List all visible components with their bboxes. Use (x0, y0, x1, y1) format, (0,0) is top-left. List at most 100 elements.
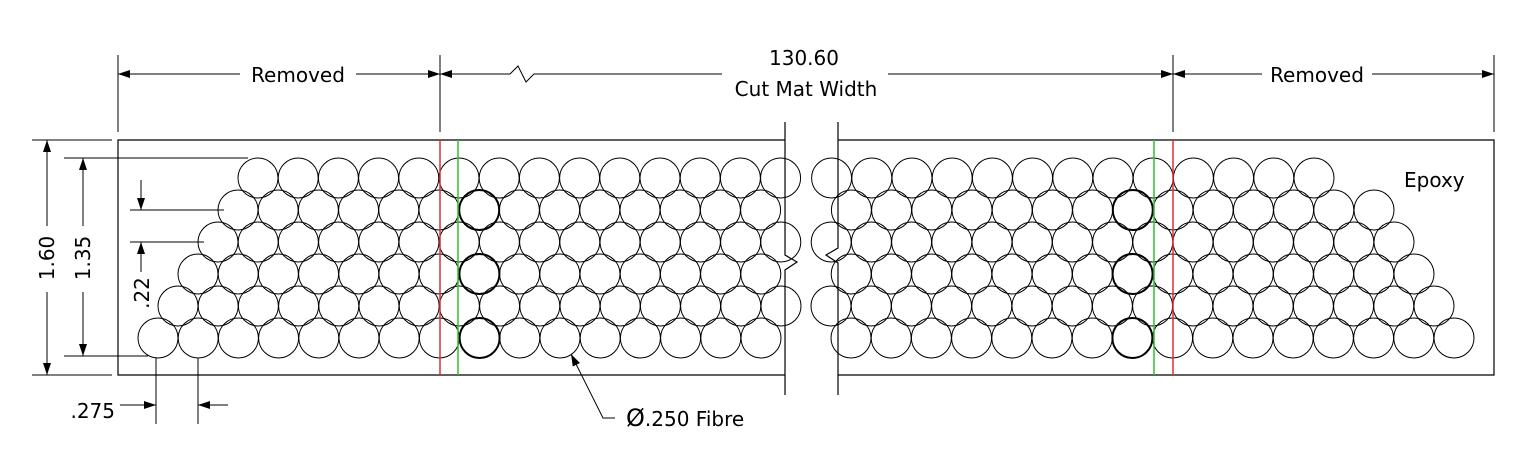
fibre-circle (178, 254, 218, 294)
fibre-circle (1112, 318, 1152, 358)
fibre-circle (831, 254, 871, 294)
removed-right-label: Removed (1270, 63, 1364, 87)
fibre-circle (259, 318, 299, 358)
fibre-group-right (811, 158, 1474, 358)
fibre-circle (761, 158, 801, 198)
fibre-circle (238, 222, 278, 262)
height-outer-label: 1.60 (35, 236, 59, 281)
fibre-circle (1233, 318, 1273, 358)
fibre-circle (741, 318, 781, 358)
fibre-circle (741, 254, 781, 294)
fibre-circle (1414, 286, 1454, 326)
row-pitch-label: .22 (130, 277, 154, 309)
fibre-circle (560, 158, 600, 198)
epoxy-panel-left-outline (118, 140, 785, 375)
fibre-circle (1052, 286, 1092, 326)
break-line-left (785, 122, 797, 395)
fibre-circle (831, 318, 871, 358)
fibre-circle (238, 158, 278, 198)
fibre-circle (439, 286, 479, 326)
fibre-circle (479, 222, 519, 262)
diameter-symbol: Ø (626, 404, 645, 432)
fibre-circle (600, 222, 640, 262)
fibre-circle (952, 254, 992, 294)
fibre-circle (339, 190, 379, 230)
fibre-callout-text: .250 Fibre (645, 407, 744, 431)
fibre-circle (912, 190, 952, 230)
fibre-circle (1072, 254, 1112, 294)
fibre-circle (680, 158, 720, 198)
fibre-circle (1314, 190, 1354, 230)
fibre-circle (1334, 222, 1374, 262)
fibre-circle (359, 158, 399, 198)
fibre-circle (720, 158, 760, 198)
fibre-circle (540, 254, 580, 294)
fibre-circle (640, 158, 680, 198)
fibre-circle (620, 254, 660, 294)
fibre-circle (1133, 286, 1173, 326)
fibre-circle (218, 318, 258, 358)
overall-width-value: 130.60 (769, 46, 839, 70)
fibre-circle (1093, 222, 1133, 262)
fibre-circle (721, 222, 761, 262)
fibre-circle (520, 222, 560, 262)
fibre-circle (1073, 190, 1113, 230)
fibre-circle (459, 254, 499, 294)
fibre-circle (419, 254, 459, 294)
fibre-circle (640, 222, 680, 262)
fibre-circle (1374, 286, 1414, 326)
fibre-callout-label: Ø.250 Fibre (626, 404, 744, 432)
fibre-circle (812, 158, 852, 198)
fibre-circle (1214, 158, 1254, 198)
fibre-circle (258, 254, 298, 294)
fibre-circle (1012, 222, 1052, 262)
fibre-circle (1072, 318, 1112, 358)
fibre-circle (1273, 254, 1313, 294)
fibre-circle (1032, 318, 1072, 358)
fibre-circle (1173, 222, 1213, 262)
fibre-circle (972, 222, 1012, 262)
fibre-circle (138, 318, 178, 358)
fibre-circle (640, 286, 680, 326)
fibre-circle (359, 286, 399, 326)
fibre-circle (560, 222, 600, 262)
fibre-circle (1334, 286, 1374, 326)
fibre-group-left (138, 158, 801, 358)
fibre-circle (359, 222, 399, 262)
fibre-circle (1354, 318, 1394, 358)
fibre-circle (1113, 190, 1153, 230)
fibre-circle (1314, 254, 1354, 294)
fibre-circle (1173, 158, 1213, 198)
fibre-circle (519, 158, 559, 198)
fibre-circle (1193, 190, 1233, 230)
fibre-circle (1394, 318, 1434, 358)
fibre-circle (872, 190, 912, 230)
fibre-circle (1133, 222, 1173, 262)
fibre-circle (811, 286, 851, 326)
fibre-circle (1313, 318, 1353, 358)
fibre-circle (851, 222, 891, 262)
fibre-circle (932, 222, 972, 262)
fibre-circle (339, 318, 379, 358)
fibre-circle (319, 222, 359, 262)
fibre-circle (1253, 222, 1293, 262)
fibre-circle (761, 222, 801, 262)
fibre-circle (852, 158, 892, 198)
fibre-circle (379, 254, 419, 294)
fibre-circle (318, 158, 358, 198)
fibre-circle (479, 158, 519, 198)
fibre-circle (1032, 190, 1072, 230)
fibre-circle (701, 254, 741, 294)
fibre-pitch-label: .275 (70, 399, 115, 423)
fibre-circle (520, 286, 560, 326)
fibre-circle (892, 222, 932, 262)
fibre-circle (158, 286, 198, 326)
fibre-circle (178, 318, 218, 358)
fibre-callout-leader (571, 354, 615, 418)
fibre-circle (851, 286, 891, 326)
fibre-circle (1092, 286, 1132, 326)
fibre-circle (580, 318, 620, 358)
fibre-circle (480, 286, 520, 326)
fibre-circle (439, 222, 479, 262)
